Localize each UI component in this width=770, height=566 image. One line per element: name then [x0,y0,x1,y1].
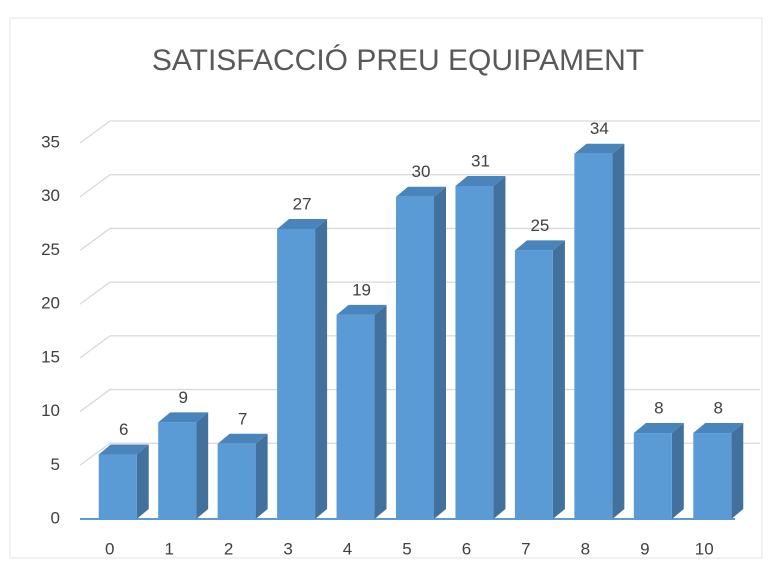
x-tick-label: 3 [283,539,292,558]
y-tick-label: 25 [41,240,60,259]
bar [158,422,197,519]
bar-top [98,444,149,455]
grid-line [79,174,760,198]
data-label: 7 [238,409,247,428]
y-tick-label: 35 [41,132,60,151]
data-label: 19 [352,280,371,299]
bar-top [455,175,506,186]
bar-side [136,444,149,519]
bar [455,185,494,519]
grid-line [79,227,760,251]
bar-top [514,240,565,251]
grid-line [79,120,760,144]
bar [217,443,256,519]
data-label: 25 [530,216,549,235]
bar-side [493,175,506,519]
bar-top [574,143,625,154]
data-label: 34 [590,119,609,138]
x-tick-label: 9 [640,539,649,558]
data-label: 8 [654,399,663,418]
bar [574,153,613,519]
y-tick-label: 30 [41,186,60,205]
y-tick-label: 5 [51,455,60,474]
chart-title: SATISFACCIÓ PREU EQUIPAMENT [152,44,644,77]
bar [693,433,732,519]
data-label: 6 [119,420,128,439]
bar-top [277,218,328,229]
y-tick-label: 10 [41,401,60,420]
x-tick-label: 5 [402,539,411,558]
bar-top [217,433,268,444]
x-tick-label: 10 [695,539,714,558]
data-label: 8 [714,399,723,418]
bar [514,250,553,519]
data-label: 30 [412,162,431,181]
x-tick-label: 0 [105,539,114,558]
y-tick-label: 20 [41,294,60,313]
data-label: 27 [293,194,312,213]
x-tick-label: 6 [462,539,471,558]
bar-top [633,423,684,434]
chart-frame [9,17,763,559]
bar-side [255,433,268,519]
bar-top [336,304,387,315]
bar [396,196,434,519]
bar-side [434,186,446,519]
x-tick-label: 4 [343,539,352,558]
bar [98,454,137,519]
bar-side [196,412,209,519]
y-tick-label: 15 [41,347,60,366]
bar [336,314,375,519]
bar-top [693,423,744,434]
bar-side [374,304,387,519]
x-tick-label: 7 [521,539,530,558]
x-tick-label: 8 [581,539,590,558]
data-label: 31 [471,151,490,170]
bar-top [396,186,446,197]
data-label: 9 [178,388,187,407]
bar-side [671,423,684,519]
bar [633,433,672,519]
bar-side [315,218,328,519]
x-tick-label: 2 [224,539,233,558]
bar [277,228,316,519]
y-tick-label: 0 [51,508,60,527]
bar-top [158,412,209,423]
x-tick-label: 1 [164,539,173,558]
bar-side [552,240,565,519]
bar-side [731,423,744,519]
bar-side [612,143,625,519]
